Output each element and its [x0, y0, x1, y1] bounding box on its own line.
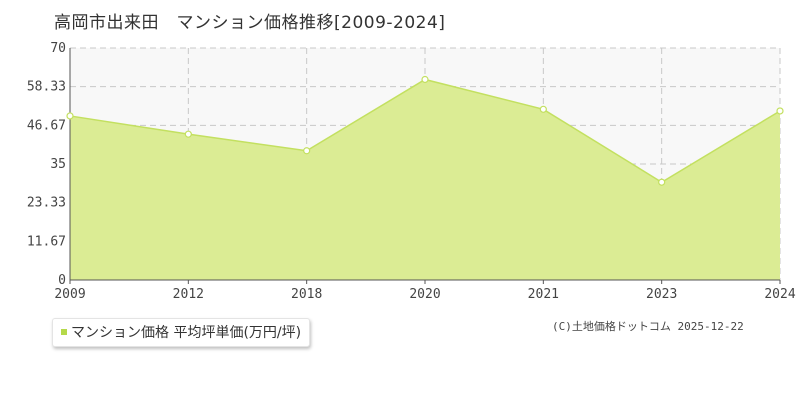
data-point-2012[interactable]	[184, 130, 192, 138]
y-tick-label: 0	[58, 273, 66, 288]
y-tick-label: 11.67	[27, 234, 66, 249]
x-tick-label: 2023	[646, 287, 677, 302]
data-point-2009[interactable]	[66, 112, 74, 120]
x-axis-tick-labels: 2009 2012 2018 2020 2021 2023 2024	[54, 287, 795, 302]
data-points	[66, 75, 784, 186]
x-tick-label: 2020	[409, 287, 440, 302]
x-tick-label: 2009	[54, 287, 85, 302]
y-tick-label: 23.33	[27, 196, 66, 211]
data-point-2024[interactable]	[776, 107, 784, 115]
legend: マンション価格 平均坪単価(万円/坪)	[52, 318, 311, 347]
data-point-2023[interactable]	[658, 178, 666, 186]
data-point-2020[interactable]	[421, 75, 429, 84]
y-tick-label: 46.67	[27, 118, 66, 133]
copyright-text: (C)土地価格ドットコム 2025-12-22	[552, 320, 744, 333]
chart-title: 高岡市出来田 マンション価格推移[2009-2024]	[54, 13, 446, 33]
y-axis-tick-labels: 0 11.67 23.33 35 46.67 58.33 70	[27, 41, 66, 288]
y-tick-label: 58.33	[27, 80, 66, 95]
series-area-fill	[70, 79, 780, 280]
data-point-2018[interactable]	[303, 147, 311, 155]
legend-label: マンション価格 平均坪単価(万円/坪)	[71, 325, 302, 341]
x-tick-label: 2012	[173, 287, 204, 302]
x-tick-label: 2021	[528, 287, 559, 302]
x-tick-label: 2024	[764, 287, 795, 302]
data-point-2021[interactable]	[539, 105, 547, 113]
legend-marker-icon	[61, 329, 67, 335]
axes	[69, 48, 781, 284]
x-tick-label: 2018	[291, 287, 322, 302]
y-tick-label: 35	[50, 157, 66, 172]
y-tick-label: 70	[50, 41, 66, 56]
